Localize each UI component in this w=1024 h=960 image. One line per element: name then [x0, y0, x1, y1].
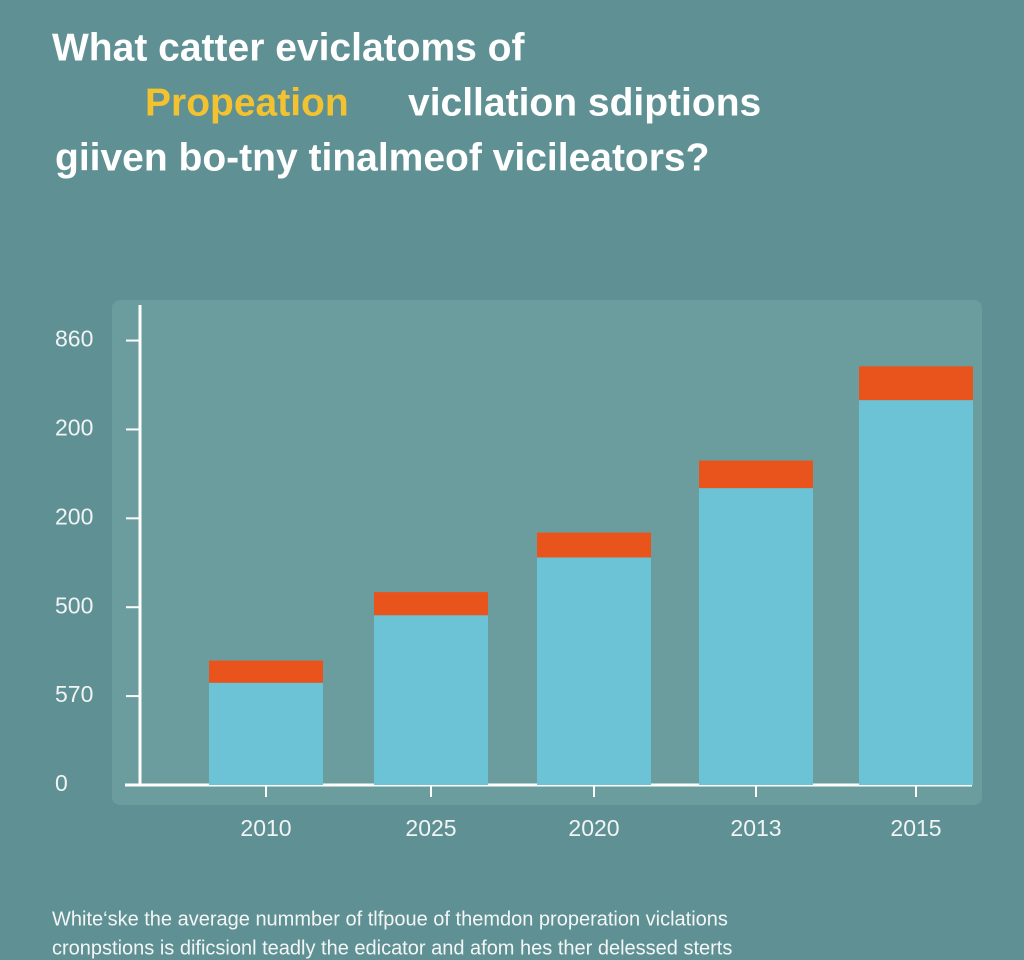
title-line: What catter eviclatoms of — [52, 26, 525, 69]
bar-segment — [859, 366, 973, 401]
x-tick-label: 2025 — [405, 815, 456, 841]
bar-segment — [374, 592, 488, 616]
bar-segment — [537, 532, 651, 558]
bar-segment — [209, 682, 323, 785]
y-tick-label: 200 — [55, 503, 93, 529]
y-tick-label: 570 — [55, 681, 93, 707]
y-tick-label: 200 — [55, 415, 93, 441]
x-tick-label: 2013 — [730, 815, 781, 841]
caption-line: White‘ske the average nummber of tlfpoue… — [52, 908, 728, 930]
title-line: vicllation sdiptions — [408, 81, 761, 124]
x-tick-label: 2020 — [568, 815, 619, 841]
y-tick-label: 500 — [55, 592, 93, 618]
bar-segment — [374, 615, 488, 785]
bar-segment — [859, 400, 973, 785]
bar-segment — [209, 660, 323, 683]
y-tick-label: 0 — [55, 770, 68, 796]
caption-line: cronpstions is dificsionl teadly the edi… — [52, 937, 732, 959]
x-tick-label: 2015 — [890, 815, 941, 841]
bar-segment — [699, 460, 813, 489]
title-highlight: Propeation — [145, 81, 349, 124]
x-tick-label: 2010 — [240, 815, 291, 841]
bar-segment — [537, 557, 651, 785]
title-line: giiven bo-tny tinalmeof vicileators? — [55, 136, 709, 179]
bar-segment — [699, 488, 813, 785]
y-tick-label: 860 — [55, 326, 93, 352]
